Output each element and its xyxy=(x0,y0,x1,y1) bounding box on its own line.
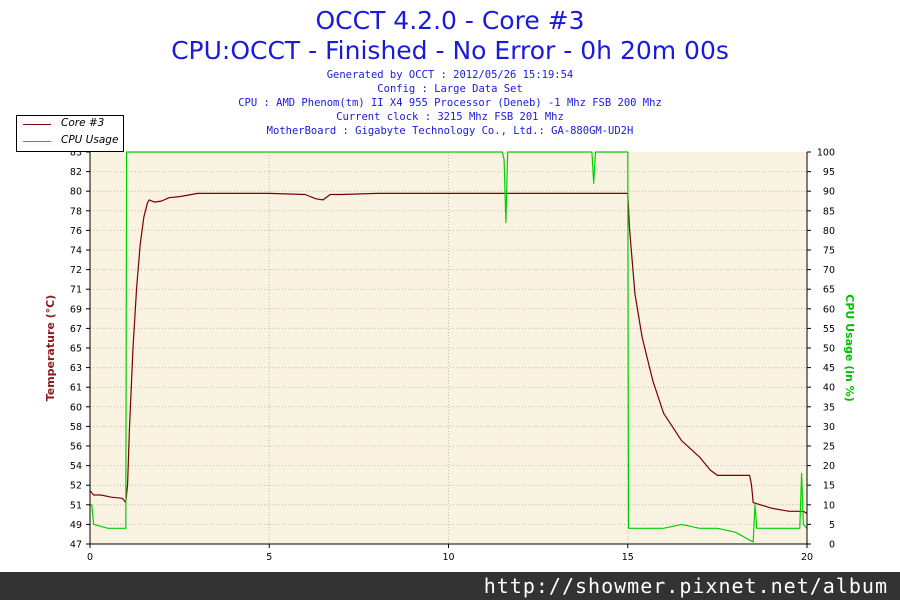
y2-tick-label: 55 xyxy=(823,324,835,335)
y2-tick-label: 0 xyxy=(829,540,835,551)
info-line-motherboard: MotherBoard : Gigabyte Technology Co., L… xyxy=(266,125,634,137)
y2-tick-label: 30 xyxy=(823,422,835,433)
y2-tick-label: 100 xyxy=(817,148,835,159)
y2-tick-label: 80 xyxy=(823,226,835,237)
y-tick-label: 56 xyxy=(70,442,82,453)
y2-tick-label: 75 xyxy=(823,246,835,257)
y-tick-label: 74 xyxy=(70,246,82,257)
watermark-text: http://showmer.pixnet.net/album xyxy=(483,574,888,598)
y-tick-label: 58 xyxy=(70,422,82,433)
y-tick-label: 83 xyxy=(70,148,82,159)
y2-tick-label: 95 xyxy=(823,167,835,178)
y2-tick-label: 65 xyxy=(823,285,835,296)
y-tick-label: 54 xyxy=(70,461,82,472)
chart-title: OCCT 4.2.0 - Core #3 xyxy=(315,6,585,35)
y2-tick-label: 85 xyxy=(823,206,835,217)
info-line-config: Config : Large Data Set xyxy=(377,83,523,95)
y2-tick-label: 60 xyxy=(823,304,835,315)
y-tick-label: 47 xyxy=(70,540,82,551)
info-line-generated: Generated by OCCT : 2012/05/26 15:19:54 xyxy=(326,69,574,81)
y2-tick-label: 90 xyxy=(823,187,835,198)
info-line-cpu: CPU : AMD Phenom(tm) II X4 955 Processor… xyxy=(238,97,662,109)
info-line-clock: Current clock : 3215 Mhz FSB 201 Mhz xyxy=(336,111,564,123)
y2-tick-label: 40 xyxy=(823,383,835,394)
y2-tick-label: 35 xyxy=(823,402,835,413)
y-tick-label: 82 xyxy=(70,167,82,178)
x-tick-label: 15 xyxy=(622,552,634,563)
x-tick-label: 20 xyxy=(801,552,813,563)
x-tick-label: 5 xyxy=(266,552,272,563)
y2-tick-label: 50 xyxy=(823,344,835,355)
legend-swatch-cpu-usage xyxy=(23,141,51,142)
y-tick-label: 72 xyxy=(70,265,82,276)
y-tick-label: 65 xyxy=(70,344,82,355)
y-tick-label: 61 xyxy=(70,383,82,394)
y2-axis-label: CPU Usage (in %) xyxy=(843,294,856,401)
y2-tick-label: 25 xyxy=(823,442,835,453)
y-tick-label: 69 xyxy=(70,304,82,315)
y-tick-label: 52 xyxy=(70,481,82,492)
y2-tick-label: 20 xyxy=(823,461,835,472)
legend: Core #3 CPU Usage xyxy=(16,115,124,152)
y-tick-label: 51 xyxy=(70,500,82,511)
series-line-cpu-usage xyxy=(90,151,808,543)
legend-label-core3: Core #3 xyxy=(61,117,105,129)
legend-label-cpu-usage: CPU Usage xyxy=(61,134,119,146)
series-line-core3 xyxy=(89,192,808,515)
y-tick-label: 67 xyxy=(70,324,82,335)
y-tick-label: 71 xyxy=(70,285,82,296)
y2-tick-label: 70 xyxy=(823,265,835,276)
y-axis-label: Temperature (°C) xyxy=(44,295,57,402)
chart-subtitle: CPU:OCCT - Finished - No Error - 0h 20m … xyxy=(171,36,729,65)
legend-swatch-core3 xyxy=(23,124,51,125)
y2-tick-label: 5 xyxy=(829,520,835,531)
x-tick-label: 0 xyxy=(87,552,93,563)
watermark-bar: http://showmer.pixnet.net/album xyxy=(0,572,900,600)
x-tick-label: 10 xyxy=(442,552,454,563)
y-tick-label: 76 xyxy=(70,226,82,237)
y-tick-label: 80 xyxy=(70,187,82,198)
y2-tick-label: 45 xyxy=(823,363,835,374)
y2-tick-label: 10 xyxy=(823,500,835,511)
y-tick-label: 49 xyxy=(70,520,82,531)
y-tick-label: 63 xyxy=(70,363,82,374)
y-tick-label: 60 xyxy=(70,402,82,413)
y-tick-label: 78 xyxy=(70,206,82,217)
y2-tick-label: 15 xyxy=(823,481,835,492)
